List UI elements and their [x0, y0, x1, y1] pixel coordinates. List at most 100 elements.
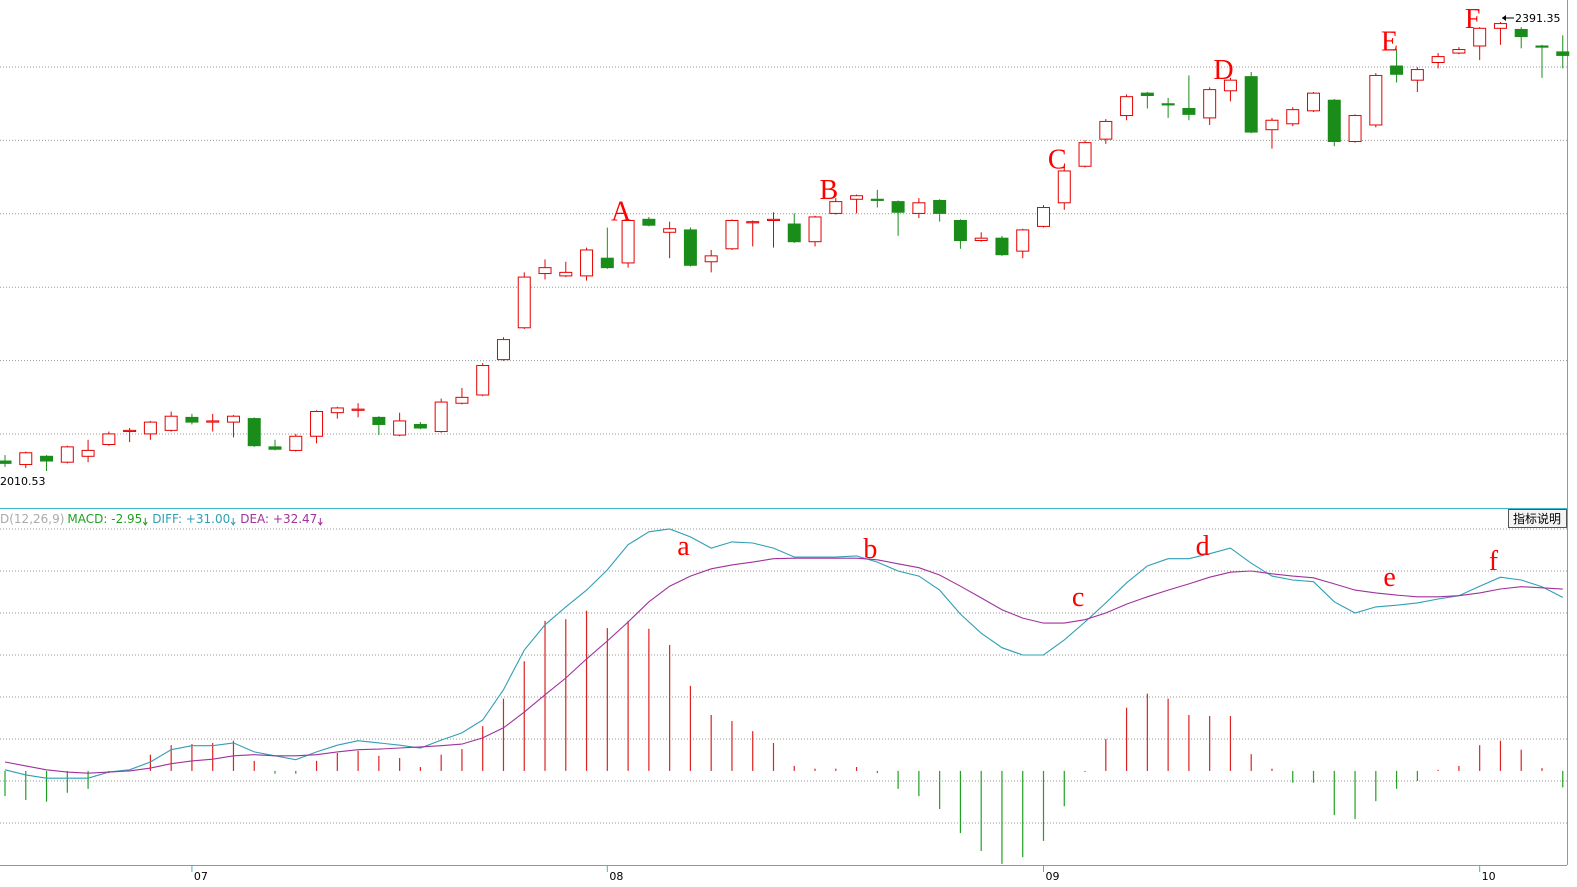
candle-body: [434, 401, 448, 433]
candle-body: [953, 219, 967, 242]
candle-body: [1452, 49, 1466, 54]
candle-body: [226, 415, 240, 423]
candle-body: [1369, 74, 1383, 126]
candle-body: [559, 271, 573, 277]
macd-line: [4, 528, 1564, 779]
legend-entry: DIFF: +31.00: [152, 512, 230, 526]
candle-body: [102, 433, 116, 446]
candle-body: [580, 249, 594, 277]
candle-body: [933, 199, 947, 214]
candle-body: [1244, 76, 1258, 133]
candle-body: [1327, 99, 1341, 142]
macd-line: [4, 557, 1563, 774]
candle-body: [1390, 65, 1404, 75]
candle-body: [1265, 119, 1279, 131]
candle-body: [310, 410, 324, 437]
candle-body: [850, 195, 864, 200]
candle-body: [1099, 120, 1113, 140]
macd-header: D(12,26,9): [0, 512, 64, 526]
candle-body: [351, 408, 365, 411]
candle-body: [1493, 23, 1507, 29]
annotation: F: [1465, 4, 1481, 35]
candle-body: [496, 339, 510, 361]
annotation: E: [1381, 27, 1398, 58]
candle-body: [1431, 56, 1445, 63]
candle-body: [1140, 92, 1154, 97]
candle-body: [1473, 27, 1487, 47]
candle-body: [1161, 103, 1175, 106]
candle-body: [1016, 229, 1030, 252]
candle-body: [517, 276, 531, 329]
candle-body: [621, 219, 635, 264]
candle-body: [704, 255, 718, 263]
candle-body: [1514, 28, 1528, 38]
button-label[interactable]: 指标说明: [1513, 511, 1561, 526]
candle-body: [330, 407, 344, 414]
candle-body: [247, 418, 261, 447]
candle-body: [1410, 69, 1424, 81]
annotation: d: [1196, 531, 1210, 562]
legend-entry: MACD: -2.95: [67, 512, 142, 526]
candle-body: [1556, 51, 1570, 56]
candle-body: [455, 396, 469, 404]
candle-body: [1037, 207, 1050, 227]
candle-body: [1057, 170, 1071, 204]
candle-body: [1535, 45, 1549, 48]
legend-entry: DEA: +32.47: [240, 512, 317, 526]
candle-body: [123, 429, 137, 433]
button-box[interactable]: [1508, 509, 1567, 528]
candle-body: [891, 201, 905, 213]
candle-body: [1286, 109, 1300, 125]
indicator-help-button[interactable]: 指标说明: [1508, 509, 1567, 528]
candle-body: [1078, 142, 1092, 167]
x-tick-label: 10: [1482, 870, 1496, 883]
candle-body: [1307, 92, 1321, 112]
candle-body: [538, 267, 552, 275]
annotation: A: [611, 196, 632, 227]
low-label: 2010.53: [0, 475, 46, 488]
annotation: c: [1072, 582, 1084, 613]
x-tick-label: 07: [194, 870, 208, 883]
candle-body: [0, 460, 12, 464]
candle-body: [683, 229, 697, 266]
candle-body: [40, 455, 54, 462]
annotation: D: [1213, 55, 1233, 86]
candle-body: [81, 449, 95, 457]
candle-body: [870, 198, 884, 201]
candle-body: [974, 237, 988, 242]
annotation: f: [1489, 546, 1499, 577]
candle-body: [1223, 79, 1237, 92]
x-tick-label: 09: [1046, 870, 1060, 883]
candle-body: [808, 216, 822, 243]
candle-body: [268, 446, 282, 450]
candle-body: [60, 446, 74, 463]
legend-arrow: [142, 518, 148, 526]
candle-body: [663, 228, 677, 233]
candle-body: [185, 416, 199, 423]
legend-arrow: [230, 518, 236, 526]
candle-body: [143, 421, 157, 435]
candle-body: [787, 223, 801, 243]
high-label: 2391.35: [1515, 12, 1561, 25]
annotation: C: [1048, 144, 1067, 175]
candle-body: [725, 219, 739, 250]
candle-body: [746, 221, 760, 224]
annotation: b: [863, 534, 877, 565]
candle-body: [289, 435, 303, 451]
candle-body: [995, 237, 1009, 256]
candle-body: [1120, 96, 1134, 117]
candle-body: [164, 415, 178, 431]
candle-body: [642, 218, 656, 226]
candle-body: [19, 452, 33, 466]
annotation: a: [677, 531, 690, 562]
high-arrow-head: [1502, 15, 1506, 21]
annotation: e: [1383, 562, 1395, 593]
candle-body: [413, 423, 427, 429]
candle-body: [829, 201, 843, 214]
candle-body: [1182, 107, 1196, 115]
candle-body: [476, 365, 490, 396]
legend-arrow: [317, 518, 323, 526]
candle-body: [600, 257, 614, 269]
annotation: B: [819, 175, 838, 206]
